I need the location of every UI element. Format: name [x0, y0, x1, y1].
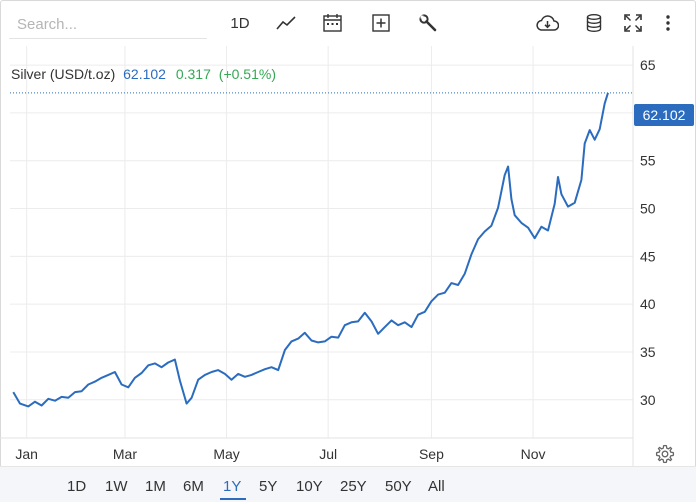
- y-tick-label: 55: [640, 153, 656, 169]
- range-button-10y[interactable]: 10Y: [296, 478, 323, 495]
- line-chart-icon: [276, 16, 296, 30]
- last-price-tag: 62.102: [634, 104, 694, 126]
- add-indicator-button[interactable]: [370, 10, 392, 36]
- range-button-25y[interactable]: 25Y: [340, 478, 367, 495]
- data-button[interactable]: [584, 10, 604, 36]
- range-button-50y[interactable]: 50Y: [385, 478, 412, 495]
- y-tick-label: 35: [640, 344, 656, 360]
- x-tick-label: Jul: [319, 446, 337, 462]
- active-range-indicator: [220, 498, 246, 500]
- range-button-5y[interactable]: 5Y: [259, 478, 278, 495]
- gear-icon[interactable]: [655, 444, 675, 464]
- date-range-button[interactable]: [321, 10, 343, 36]
- last-price: 62.102: [123, 66, 166, 82]
- price-series-line: [12, 92, 609, 408]
- price-change: 0.317: [175, 66, 211, 82]
- range-button-1m[interactable]: 1M: [145, 478, 166, 495]
- wrench-icon: [419, 14, 437, 32]
- download-button[interactable]: [535, 10, 559, 36]
- range-button-all[interactable]: All: [428, 478, 445, 495]
- x-tick-label: May: [213, 446, 239, 462]
- add-indicator-icon: [372, 14, 390, 32]
- fullscreen-icon: [624, 14, 642, 32]
- chart-type-button[interactable]: [274, 10, 298, 36]
- y-tick-label: 40: [640, 296, 656, 312]
- more-vertical-icon: [666, 15, 670, 31]
- y-tick-label: 50: [640, 201, 656, 217]
- price-change-percent: (+0.51%): [218, 66, 276, 82]
- x-tick-label: Sep: [419, 446, 444, 462]
- x-tick-label: Mar: [113, 446, 137, 462]
- x-tick-label: Nov: [521, 446, 546, 462]
- range-bar: [0, 466, 696, 502]
- range-button-1d[interactable]: 1D: [67, 478, 87, 495]
- interval-label: 1D: [230, 14, 250, 32]
- settings-tools-button[interactable]: [417, 10, 439, 36]
- interval-selector[interactable]: 1D: [226, 10, 254, 36]
- database-icon: [586, 14, 602, 32]
- cloud-download-icon: [535, 15, 559, 31]
- range-button-1y[interactable]: 1Y: [223, 478, 242, 495]
- range-button-6m[interactable]: 6M: [183, 478, 204, 495]
- more-options-button[interactable]: [661, 10, 675, 36]
- fullscreen-button[interactable]: [622, 10, 644, 36]
- y-tick-label: 45: [640, 248, 656, 264]
- symbol-name: Silver (USD/t.oz): [11, 66, 116, 82]
- range-button-1w[interactable]: 1W: [105, 478, 128, 495]
- search-input[interactable]: [9, 10, 207, 39]
- toolbar: 1D: [0, 0, 696, 46]
- y-tick-label: 30: [640, 392, 656, 408]
- series-legend: Silver (USD/t.oz) 62.102 0.317 (+0.51%): [11, 66, 276, 82]
- y-tick-label: 65: [640, 57, 656, 73]
- x-tick-label: Jan: [15, 446, 38, 462]
- calendar-icon: [322, 14, 342, 32]
